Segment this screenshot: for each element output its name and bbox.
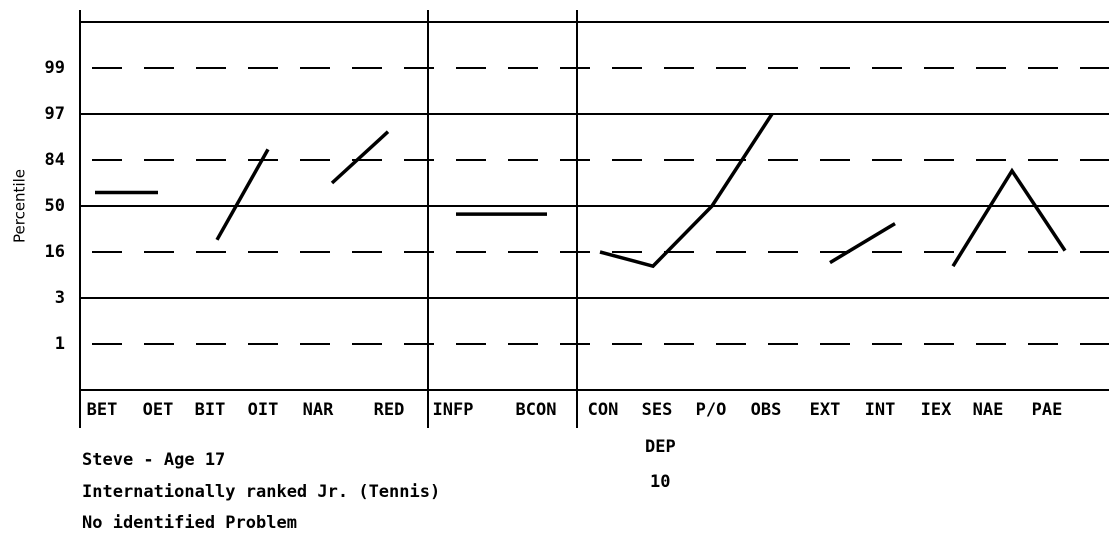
data-line [215,148,270,241]
data-line [829,222,896,265]
data-line [951,167,1067,268]
annotation: DEP [645,437,676,457]
y-tick-label: 16 [45,242,65,262]
x-tick-label: IEX [921,400,952,420]
x-tick-label: NAR [303,400,334,420]
x-tick-label: BET [87,400,118,420]
x-tick-label: OET [143,400,174,420]
y-tick-label: 97 [45,104,65,124]
x-tick-label: OBS [751,400,782,420]
data-line [330,130,390,185]
x-tick-label: EXT [810,400,841,420]
x-tick-label: BIT [195,400,226,420]
x-tick-label: P/O [696,400,727,420]
annotation: Steve - Age 17 [82,450,225,470]
annotation: Internationally ranked Jr. (Tennis) [82,482,440,502]
y-axis-label: Percentile [11,169,29,243]
x-tick-label: BCON [516,400,557,420]
y-tick-label: 1 [55,334,65,354]
x-tick-label: NAE [973,400,1004,420]
x-tick-label: CON [588,400,619,420]
y-tick-label: 99 [45,58,65,78]
x-tick-label: RED [374,400,405,420]
x-tick-label: INT [865,400,896,420]
annotation: No identified Problem [82,513,297,533]
y-tick-label: 3 [55,288,65,308]
x-tick-label: INFP [433,400,474,420]
y-tick-label: 84 [45,150,65,170]
data-line [599,113,774,269]
x-tick-label: OIT [248,400,279,420]
x-tick-label: PAE [1032,400,1063,420]
annotation: 10 [650,472,670,492]
y-tick-label: 50 [45,196,65,216]
x-tick-label: SES [642,400,673,420]
